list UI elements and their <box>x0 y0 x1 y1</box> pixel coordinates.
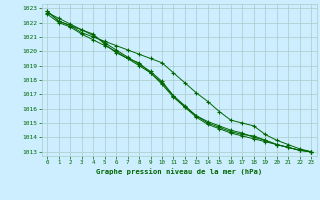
X-axis label: Graphe pression niveau de la mer (hPa): Graphe pression niveau de la mer (hPa) <box>96 168 262 175</box>
